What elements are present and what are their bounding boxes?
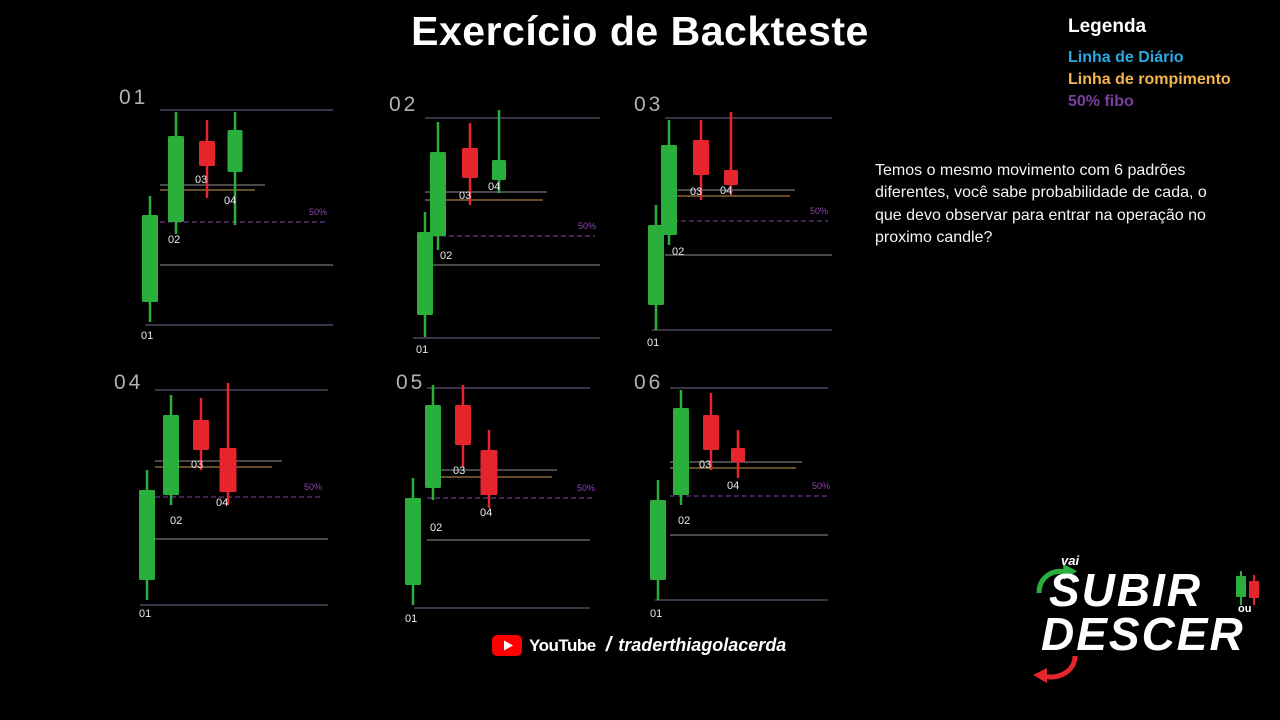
candle-body-01: [648, 225, 664, 305]
legend-item-fibo-line: 50% fibo: [1068, 93, 1134, 110]
footer: YouTube / traderthiagolacerda: [492, 634, 786, 657]
candle-label: 04: [480, 507, 492, 519]
logo-word-subir: SUBIR: [1049, 564, 1203, 616]
candle-body-04: [492, 160, 506, 180]
panel-canvas: 50% 01 02 03 04: [139, 383, 328, 620]
candle-body-03: [193, 420, 209, 450]
candle-label: 01: [405, 613, 417, 625]
panel-canvas: 50% 01 02 03 04: [650, 387, 830, 620]
panel-number: 03: [634, 93, 664, 116]
panel-canvas: 50% 01 02 03 04: [413, 110, 600, 356]
candle-label: 03: [191, 459, 203, 471]
legend: Legenda Linha de Diário Linha de rompime…: [1068, 16, 1231, 113]
candle-body-02: [425, 405, 441, 488]
logo-word-ou: ou: [1238, 603, 1252, 615]
candle-label: 03: [453, 465, 465, 477]
candle-body-02: [661, 145, 677, 235]
candle-label: 03: [195, 174, 207, 186]
candle-label: 01: [141, 330, 153, 342]
candle-label: 01: [650, 608, 662, 620]
red-down-arrow-icon: [1033, 655, 1078, 683]
panel-number: 05: [396, 371, 426, 394]
candle-label: 04: [488, 181, 500, 193]
chart-panel-04: 04 50% 01 02 03 04: [110, 371, 340, 656]
chart-panel-05: 05 50% 01 02 03 04: [392, 371, 622, 656]
candle-body-03: [462, 148, 478, 178]
candle-label: 02: [440, 250, 452, 262]
candle-label: 01: [139, 608, 151, 620]
panel-number: 01: [119, 86, 149, 109]
candle-body-01: [650, 500, 666, 580]
candle-body-03: [199, 141, 215, 166]
candle-label: 04: [224, 195, 236, 207]
legend-item-daily-line: Linha de Diário: [1068, 49, 1184, 66]
chart-panel-02: 02 50% 01 02 03 04: [385, 93, 615, 378]
chart-panel-03: 03 50% 01 02 03 04: [630, 93, 860, 378]
panel-canvas: 50% 01 02 03 04: [647, 112, 832, 349]
legend-item-breakout-line: Linha de rompimento: [1068, 71, 1231, 88]
youtube-icon: [492, 635, 522, 656]
candle-label: 01: [647, 337, 659, 349]
channel-name: traderthiagolacerda: [618, 635, 787, 655]
youtube-wordmark: YouTube: [529, 635, 596, 655]
candle-label: 02: [672, 246, 684, 258]
chart-panel-06: 06 50% 01 02 03 04: [630, 371, 860, 656]
panel-canvas: 50% 01 02 03 04: [405, 385, 595, 625]
candle-body-01: [142, 215, 158, 302]
candle-body-03: [455, 405, 471, 445]
candle-body-01: [139, 490, 155, 580]
candle-label: 03: [699, 459, 711, 471]
fib-50-label: 50%: [309, 207, 327, 217]
legend-title: Legenda: [1068, 16, 1147, 37]
candle-label: 02: [170, 515, 182, 527]
candle-label: 04: [216, 497, 228, 509]
candle-body-02: [430, 152, 446, 236]
chart-panel-01: 01 50% 01 02 03 04: [115, 86, 345, 371]
candle-body-03: [693, 140, 709, 175]
panel-number: 02: [389, 93, 419, 116]
candle-label: 03: [690, 186, 702, 198]
candle-label: 03: [459, 190, 471, 202]
candle-body-02: [673, 408, 689, 495]
logo-word-vai: vai: [1061, 553, 1080, 568]
candle-label: 01: [416, 344, 428, 356]
candle-body-04: [731, 448, 745, 462]
candle-label: 02: [678, 515, 690, 527]
candle-body-03: [703, 415, 719, 450]
brand-logo: vai SUBIR ou DESCER: [1033, 553, 1275, 688]
candle-label: 04: [720, 185, 732, 197]
candle-label: 04: [727, 480, 739, 492]
question-text: Temos o mesmo movimento com 6 padrões di…: [875, 162, 1207, 247]
fib-50-label: 50%: [810, 206, 828, 216]
logo-word-descer: DESCER: [1041, 608, 1245, 660]
candle-body-01: [417, 232, 433, 315]
candle-body-01: [405, 498, 421, 585]
fib-50-label: 50%: [304, 482, 322, 492]
fib-50-label: 50%: [577, 483, 595, 493]
candle-body-04: [227, 130, 243, 172]
page-title: Exercício de Backteste: [411, 8, 869, 54]
candle-body-04: [480, 450, 498, 495]
fib-50-label: 50%: [578, 221, 596, 231]
candle-label: 02: [430, 522, 442, 534]
candle-label: 02: [168, 234, 180, 246]
logo-candles-icon: [1235, 571, 1261, 612]
candle-body-02: [163, 415, 179, 495]
candle-body-04: [724, 170, 738, 185]
candle-body-02: [168, 136, 184, 222]
panel-canvas: 50% 01 02 03 04: [141, 109, 333, 342]
footer-separator: /: [605, 634, 612, 656]
panel-number: 06: [634, 371, 664, 394]
green-up-arrow-icon: [1036, 564, 1077, 594]
candle-body-04: [219, 448, 237, 492]
fib-50-label: 50%: [812, 481, 830, 491]
panel-number: 04: [114, 371, 144, 394]
